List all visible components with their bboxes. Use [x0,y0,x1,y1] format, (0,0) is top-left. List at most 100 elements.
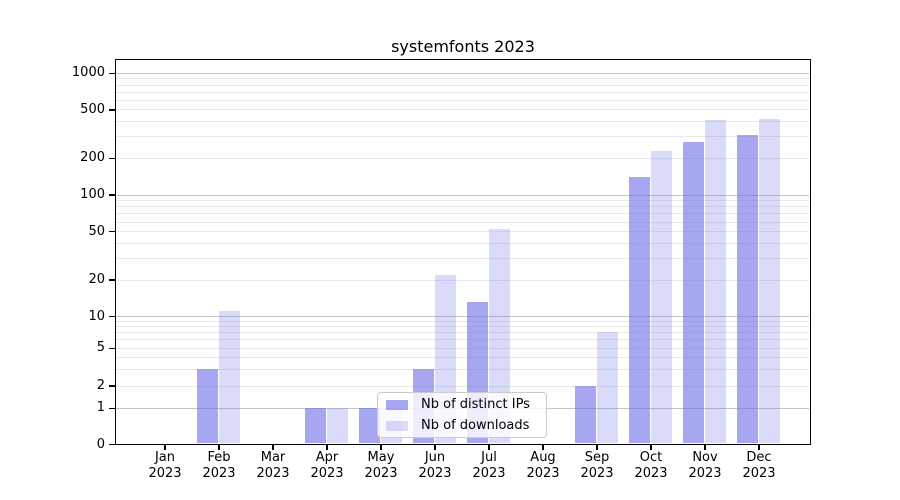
x-tick-mark-jul [488,444,490,450]
x-tick-label-sep: Sep 2023 [570,450,624,481]
x-tick-mark-may [380,444,382,450]
x-tick-year: 2023 [148,465,182,481]
y-tick-mark-1 [108,407,116,409]
y-tick-label-100: 100 [80,187,105,202]
bar-downloads-nov [704,119,727,443]
y-tick-label-5: 5 [96,340,105,356]
x-tick-label-oct: Oct 2023 [624,450,678,481]
y-gridline-major-10 [116,316,809,318]
y-gridline-minor [116,332,809,334]
x-tick-month: Feb [207,450,231,465]
y-gridline-minor [116,339,809,341]
x-tick-label-mar: Mar 2023 [246,450,300,481]
x-tick-label-jan: Jan 2023 [138,450,192,481]
legend-swatch-distinct-ips [386,399,408,410]
x-tick-mark-dec [758,444,760,450]
x-tick-mark-nov [704,444,706,450]
y-gridline-minor [116,321,809,322]
x-tick-mark-oct [650,444,652,450]
y-tick-label-0: 0 [96,436,105,452]
legend-row-downloads: Nb of downloads [386,418,546,434]
x-tick-year: 2023 [580,465,614,481]
x-tick-mark-feb [218,444,220,450]
y-gridline-minor [116,347,809,349]
y-tick-mark-100 [108,194,116,196]
y-tick-mark-5 [108,347,116,349]
y-tick-mark-10 [108,316,116,318]
y-gridline-minor [116,326,809,328]
x-tick-month: Jun [424,450,446,465]
x-tick-year: 2023 [202,465,236,481]
y-gridline-minor [116,99,809,101]
y-gridline-minor [116,109,809,111]
bar-distinct-ips-dec [736,134,759,443]
x-tick-year: 2023 [418,465,452,481]
y-tick-mark-20 [108,279,116,281]
bar-downloads-oct [650,150,673,443]
y-gridline-minor [116,258,809,260]
x-tick-month: Jul [481,450,497,465]
y-gridline-minor [116,200,809,202]
y-tick-label-20: 20 [88,272,105,288]
bar-distinct-ips-oct [628,176,651,443]
x-tick-year: 2023 [310,465,344,481]
bar-distinct-ips-apr [304,407,327,443]
x-tick-label-jul: Jul 2023 [462,450,516,481]
y-gridline-minor [116,91,809,93]
legend: Nb of distinct IPs Nb of downloads [377,392,547,438]
x-tick-year: 2023 [688,465,722,481]
x-tick-month: Nov [692,450,718,465]
x-tick-label-apr: Apr 2023 [300,450,354,481]
bar-distinct-ips-may [358,407,381,443]
y-tick-label-1000: 1000 [71,65,105,81]
y-tick-mark-500 [108,109,116,111]
bar-distinct-ips-nov [682,142,705,443]
bar-downloads-apr [326,407,349,443]
y-gridline-minor [116,221,809,223]
y-gridline-minor [116,157,809,159]
x-tick-label-may: May 2023 [354,450,408,481]
x-tick-mark-jun [434,444,436,450]
y-gridline-minor [116,279,809,281]
y-tick-label-200: 200 [80,150,105,166]
x-tick-year: 2023 [364,465,398,481]
x-tick-label-dec: Dec 2023 [732,450,786,481]
x-tick-mark-mar [272,444,274,450]
y-gridline-minor [116,84,809,86]
x-tick-month: Jan [154,450,176,465]
y-gridline-minor [116,121,809,123]
x-tick-mark-apr [326,444,328,450]
x-tick-month: Oct [639,450,663,465]
y-tick-label-2: 2 [96,378,105,393]
x-tick-month: Apr [315,450,339,465]
bar-downloads-dec [758,118,781,443]
y-tick-mark-2 [108,385,116,387]
x-tick-month: Aug [530,450,556,465]
x-tick-month: Dec [746,450,772,465]
x-tick-label-jun: Jun 2023 [408,450,462,481]
bar-downloads-jul [488,229,511,443]
x-tick-year: 2023 [634,465,668,481]
y-gridline-minor [116,242,809,244]
x-tick-label-nov: Nov 2023 [678,450,732,481]
y-gridline-minor [116,231,809,233]
x-tick-year: 2023 [742,465,776,481]
x-tick-month: May [367,450,395,465]
x-tick-year: 2023 [472,465,506,481]
y-tick-mark-50 [108,231,116,233]
bar-distinct-ips-feb [196,368,219,443]
x-tick-mark-sep [596,444,598,450]
legend-swatch-downloads [386,420,408,431]
chart-title: systemfonts 2023 [391,37,535,56]
bar-downloads-sep [596,332,619,443]
y-gridline-minor [116,206,809,208]
x-tick-mark-jan [164,444,166,450]
x-tick-year: 2023 [256,465,290,481]
y-tick-label-1: 1 [96,400,105,416]
y-gridline-minor [116,78,809,80]
y-tick-mark-0 [108,443,116,446]
legend-row-distinct-ips: Nb of distinct IPs [386,397,546,413]
y-gridline-minor [116,385,809,387]
x-tick-month: Mar [260,450,286,465]
